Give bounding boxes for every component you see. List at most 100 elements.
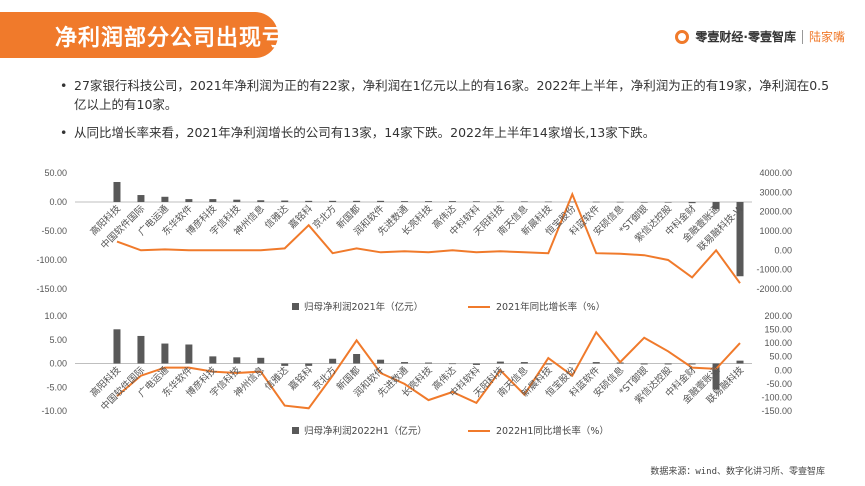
- chart1-bar: [305, 200, 313, 202]
- chart1-bar: [544, 201, 552, 203]
- bullet-1: 27家银行科技公司，2021年净利润为正的有22家，净利润在1亿元以上的有16家…: [60, 76, 830, 114]
- chart2-bar: [688, 363, 696, 365]
- chart2-bar: [448, 363, 456, 365]
- chart1-category-label: 信雅达: [262, 202, 291, 231]
- chart2-bar: [736, 360, 744, 364]
- chart1-bar: [712, 202, 720, 209]
- chart2-y-tick-left: 10.00: [44, 311, 67, 321]
- chart2-legend-bar-swatch: [292, 427, 299, 434]
- chart2-legend-line-label: 2022H1同比增长率（%）: [496, 425, 609, 437]
- chart2-bar: [568, 363, 576, 365]
- chart2-y-tick-right: 50.00: [769, 352, 792, 362]
- chart1-bar: [616, 201, 624, 203]
- data-source: 数据来源：wind、数字化讲习所、零壹智库: [650, 467, 825, 477]
- chart2-bar: [664, 363, 672, 365]
- chart1-bar: [257, 200, 265, 202]
- chart2-bar: [161, 343, 169, 364]
- chart1-bar: [688, 202, 696, 204]
- chart1-y-tick-left: 0.00: [49, 197, 67, 207]
- chart1-bar: [736, 202, 744, 277]
- chart2-y-tick-right: 100.00: [764, 338, 792, 348]
- chart1-bar: [640, 202, 648, 203]
- chart2-growth-line: [116, 330, 741, 410]
- chart1-bar: [233, 199, 241, 202]
- chart2-y-tick-right: 150.00: [764, 325, 792, 335]
- chart1-legend-bar-swatch: [292, 303, 299, 310]
- chart2-bar: [233, 357, 241, 364]
- chart2-y-tick-left: -10.00: [41, 406, 67, 416]
- chart1-bar: [664, 202, 672, 203]
- chart1-growth-line: [116, 191, 741, 284]
- brand-name: 零壹财经·零壹智库: [695, 30, 796, 44]
- chart1-bar: [401, 201, 409, 202]
- chart1-category-label: 京北方: [310, 203, 339, 232]
- chart2-bar: [281, 363, 289, 366]
- chart1-legend-bar-label: 归母净利润2021年（亿元）: [304, 301, 423, 313]
- chart1-y-tick-right: 0.00: [774, 245, 792, 255]
- chart1-bar: [209, 199, 217, 202]
- chart2-bar: [353, 354, 361, 364]
- chart1-legend-line-label: 2021年同比增长率（%）: [496, 301, 605, 313]
- chart2-bar: [209, 356, 217, 364]
- chart2-bar: [472, 363, 480, 365]
- chart2-bar: [592, 362, 600, 364]
- chart1-y-tick-right: 2000.00: [759, 207, 792, 217]
- chart1-y-tick-left: -50.00: [41, 226, 67, 236]
- chart1-bar: [329, 200, 337, 202]
- chart2-bar: [113, 329, 121, 364]
- chart2-y-tick-right: 200.00: [764, 311, 792, 321]
- chart1-bar: [113, 181, 121, 202]
- chart1-bar: [425, 201, 432, 202]
- chart1-y-tick-right: 4000.00: [759, 168, 792, 178]
- title-banner: 净利润部分公司出现亏损: [0, 12, 307, 58]
- chart1-y-tick-left: -100.00: [36, 255, 67, 265]
- chart1-bar: [185, 199, 193, 202]
- chart2-bar: [377, 359, 385, 364]
- chart1-y-tick-right: 1000.00: [759, 226, 792, 236]
- chart1-bar: [520, 201, 528, 203]
- bullet-2: 从同比增长率来看，2021年净利润增长的公司有13家，14家下跌。2022年上半…: [60, 123, 830, 142]
- chart1-bar: [281, 200, 289, 202]
- chart1-bar: [568, 201, 576, 203]
- chart2-y-tick-right: -50.00: [766, 379, 792, 389]
- chart1-y-tick-left: 50.00: [44, 168, 67, 178]
- brand-divider: [801, 29, 803, 44]
- brand-logo-icon: [675, 29, 690, 44]
- chart2-y-tick-left: -5.00: [46, 382, 67, 392]
- chart2-bar: [640, 363, 648, 365]
- chart1-y-tick-right: -1000.00: [756, 265, 792, 275]
- chart2-bar: [185, 344, 193, 364]
- chart2-bar: [520, 362, 528, 364]
- chart2-bar: [329, 358, 337, 364]
- chart2-bar: [305, 363, 313, 366]
- chart1-bar: [496, 201, 504, 203]
- chart1-bar: [472, 201, 480, 202]
- chart2-y-tick-right: -100.00: [761, 392, 792, 402]
- chart2-y-tick-left: 0.00: [49, 359, 67, 369]
- chart2-bar: [257, 357, 265, 364]
- bullet-list: 27家银行科技公司，2021年净利润为正的有22家，净利润在1亿元以上的有16家…: [60, 76, 830, 151]
- chart2-bar: [496, 361, 504, 364]
- chart2-legend-bar-label: 归母净利润2022H1（亿元）: [304, 425, 427, 437]
- chart2-bar: [401, 362, 409, 364]
- brand-sub: 陆家嘴: [808, 30, 845, 44]
- chart2-y-tick-right: 0.00: [774, 365, 792, 375]
- brand: 零壹财经·零壹智库 陆家嘴: [675, 28, 845, 45]
- chart1-y-tick-right: 3000.00: [759, 187, 792, 197]
- chart2-bar: [137, 335, 145, 364]
- chart2-bar: [712, 363, 720, 390]
- page-title: 净利润部分公司出现亏损: [55, 26, 309, 51]
- chart2-y-tick-right: -150.00: [761, 406, 792, 416]
- chart2-y-tick-left: 5.00: [49, 335, 67, 345]
- chart1-bar: [353, 200, 361, 202]
- chart2-bar: [544, 363, 552, 365]
- chart1-y-tick-right: -2000.00: [756, 284, 792, 294]
- chart2-category-label: 嘉铭科: [286, 364, 315, 393]
- chart1-bar: [377, 200, 385, 202]
- chart1-bar: [448, 201, 456, 202]
- chart1-bar: [592, 201, 600, 203]
- chart1-y-tick-left: -150.00: [36, 284, 67, 294]
- chart2-bar: [425, 362, 432, 364]
- chart1-bar: [137, 195, 145, 202]
